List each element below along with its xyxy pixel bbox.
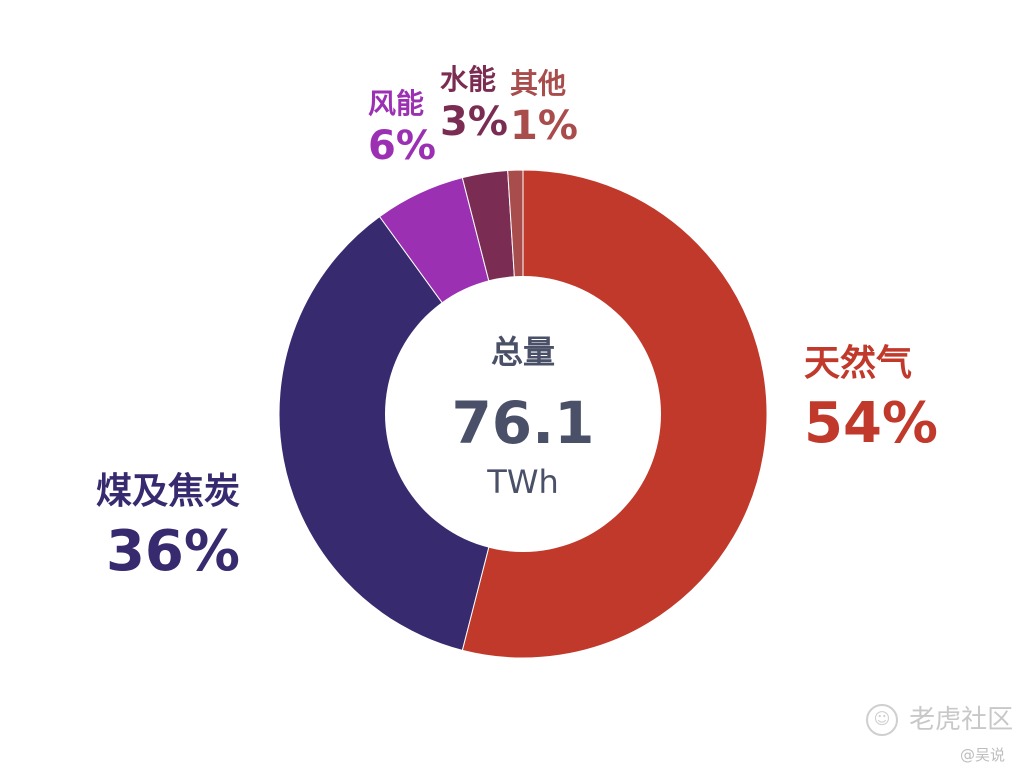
- label-coal-name: 煤及焦炭: [95, 471, 240, 512]
- label-natural-gas-pct: 54%: [804, 391, 939, 456]
- label-hydro-pct: 3%: [440, 99, 508, 145]
- label-natural-gas: 天然气 54%: [804, 346, 938, 452]
- label-wind-pct: 6%: [368, 123, 436, 169]
- label-other-name: 其他: [510, 67, 567, 100]
- watermark-logo-icon: ☺: [866, 704, 898, 736]
- watermark-author: @吴说: [960, 746, 1006, 764]
- label-natural-gas-name: 天然气: [804, 343, 913, 384]
- label-hydro-name: 水能: [440, 63, 497, 96]
- donut-hole: [385, 276, 661, 552]
- label-hydro: 水能 3%: [440, 63, 508, 145]
- label-other-pct: 1%: [510, 103, 578, 149]
- watermark: ☺ 老虎社区: [866, 704, 1013, 736]
- center-title: 总量: [490, 333, 555, 371]
- label-coal-pct: 36%: [105, 519, 240, 584]
- label-wind-name: 风能: [368, 87, 425, 120]
- label-wind: 风能 6%: [368, 87, 436, 169]
- center-unit: TWh: [487, 463, 559, 501]
- watermark-brand: 老虎社区: [909, 705, 1014, 735]
- center-value: 76.1: [451, 389, 595, 457]
- label-other: 其他 1%: [510, 67, 578, 149]
- label-coal: 煤及焦炭 36%: [90, 474, 240, 580]
